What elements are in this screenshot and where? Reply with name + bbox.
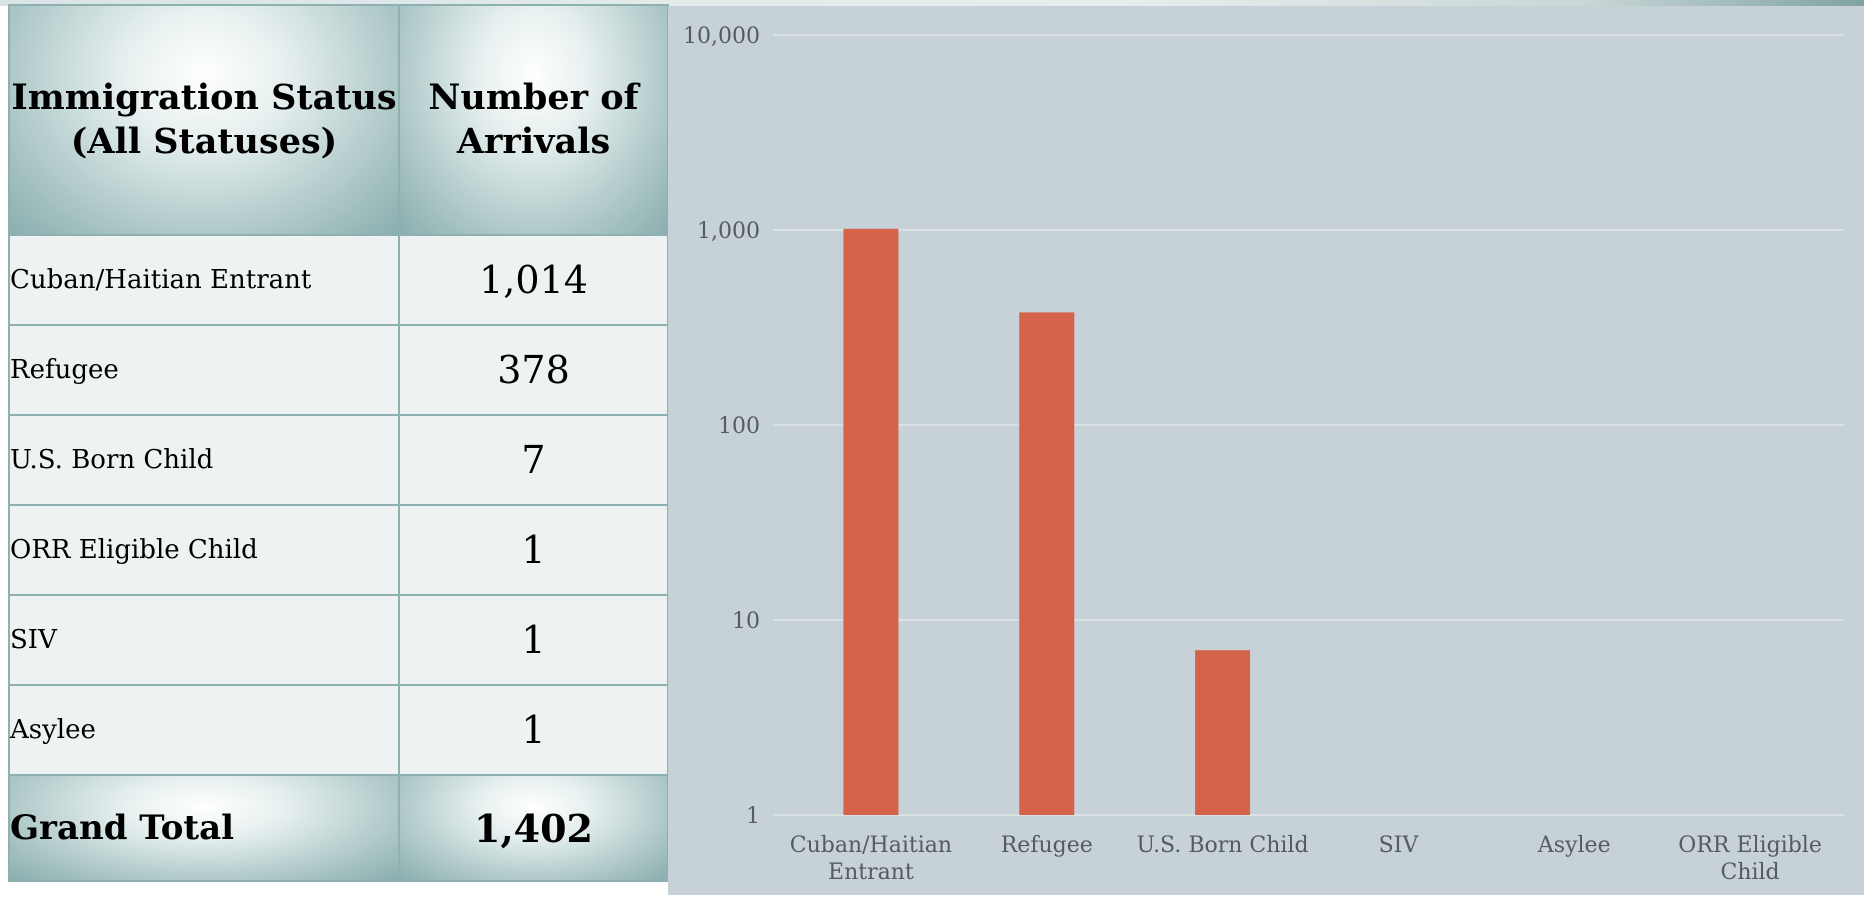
x-category-label: Child — [1720, 860, 1779, 885]
y-tick-label: 10,000 — [683, 24, 760, 49]
x-category-label: Cuban/Haitian — [790, 833, 952, 858]
chart-panel: 1 10 100 1,000 10,000 Cuban/Haitian Entrant Ref… — [668, 6, 1864, 895]
status-name: ORR Eligible Child — [8, 504, 400, 596]
top-decorative-band — [0, 0, 1864, 6]
arrival-count: 1 — [398, 594, 669, 686]
x-category-label: SIV — [1379, 833, 1420, 858]
x-category-label: U.S. Born Child — [1137, 833, 1309, 858]
table-row: U.S. Born Child 7 — [8, 414, 669, 506]
bar — [843, 228, 899, 815]
grand-total-row: Grand Total 1,402 — [8, 774, 669, 882]
table-row: Cuban/Haitian Entrant 1,014 — [8, 234, 669, 326]
x-category-label: Asylee — [1537, 833, 1611, 858]
bar — [1019, 312, 1075, 815]
x-category-label: Refugee — [1001, 833, 1093, 858]
y-tick-label: 1,000 — [697, 219, 760, 244]
table-row: Refugee 378 — [8, 324, 669, 416]
table-row: ORR Eligible Child 1 — [8, 504, 669, 596]
y-tick-label: 100 — [718, 414, 760, 439]
status-name: Refugee — [8, 324, 400, 416]
arrival-count: 378 — [398, 324, 669, 416]
status-name: Asylee — [8, 684, 400, 776]
bar — [1195, 650, 1251, 815]
x-category-label: Entrant — [828, 860, 914, 885]
grand-total-label: Grand Total — [8, 774, 400, 882]
header-immigration-status: Immigration Status (All Statuses) — [8, 4, 400, 236]
table-row: Asylee 1 — [8, 684, 669, 776]
y-tick-label: 10 — [732, 609, 760, 634]
grand-total-value: 1,402 — [398, 774, 669, 882]
arrival-count: 1 — [398, 684, 669, 776]
status-name: SIV — [8, 594, 400, 686]
arrivals-table-container: Immigration Status (All Statuses) Number… — [8, 4, 669, 895]
table-row: SIV 1 — [8, 594, 669, 686]
y-tick-label: 1 — [746, 804, 760, 829]
arrival-count: 1,014 — [398, 234, 669, 326]
arrivals-table: Immigration Status (All Statuses) Number… — [8, 4, 669, 882]
arrival-count: 1 — [398, 504, 669, 596]
status-name: Cuban/Haitian Entrant — [8, 234, 400, 326]
arrival-count: 7 — [398, 414, 669, 506]
header-number-of-arrivals: Number of Arrivals — [398, 4, 669, 236]
status-name: U.S. Born Child — [8, 414, 400, 506]
table-header-row: Immigration Status (All Statuses) Number… — [8, 4, 669, 236]
x-category-label: ORR Eligible — [1678, 833, 1822, 858]
